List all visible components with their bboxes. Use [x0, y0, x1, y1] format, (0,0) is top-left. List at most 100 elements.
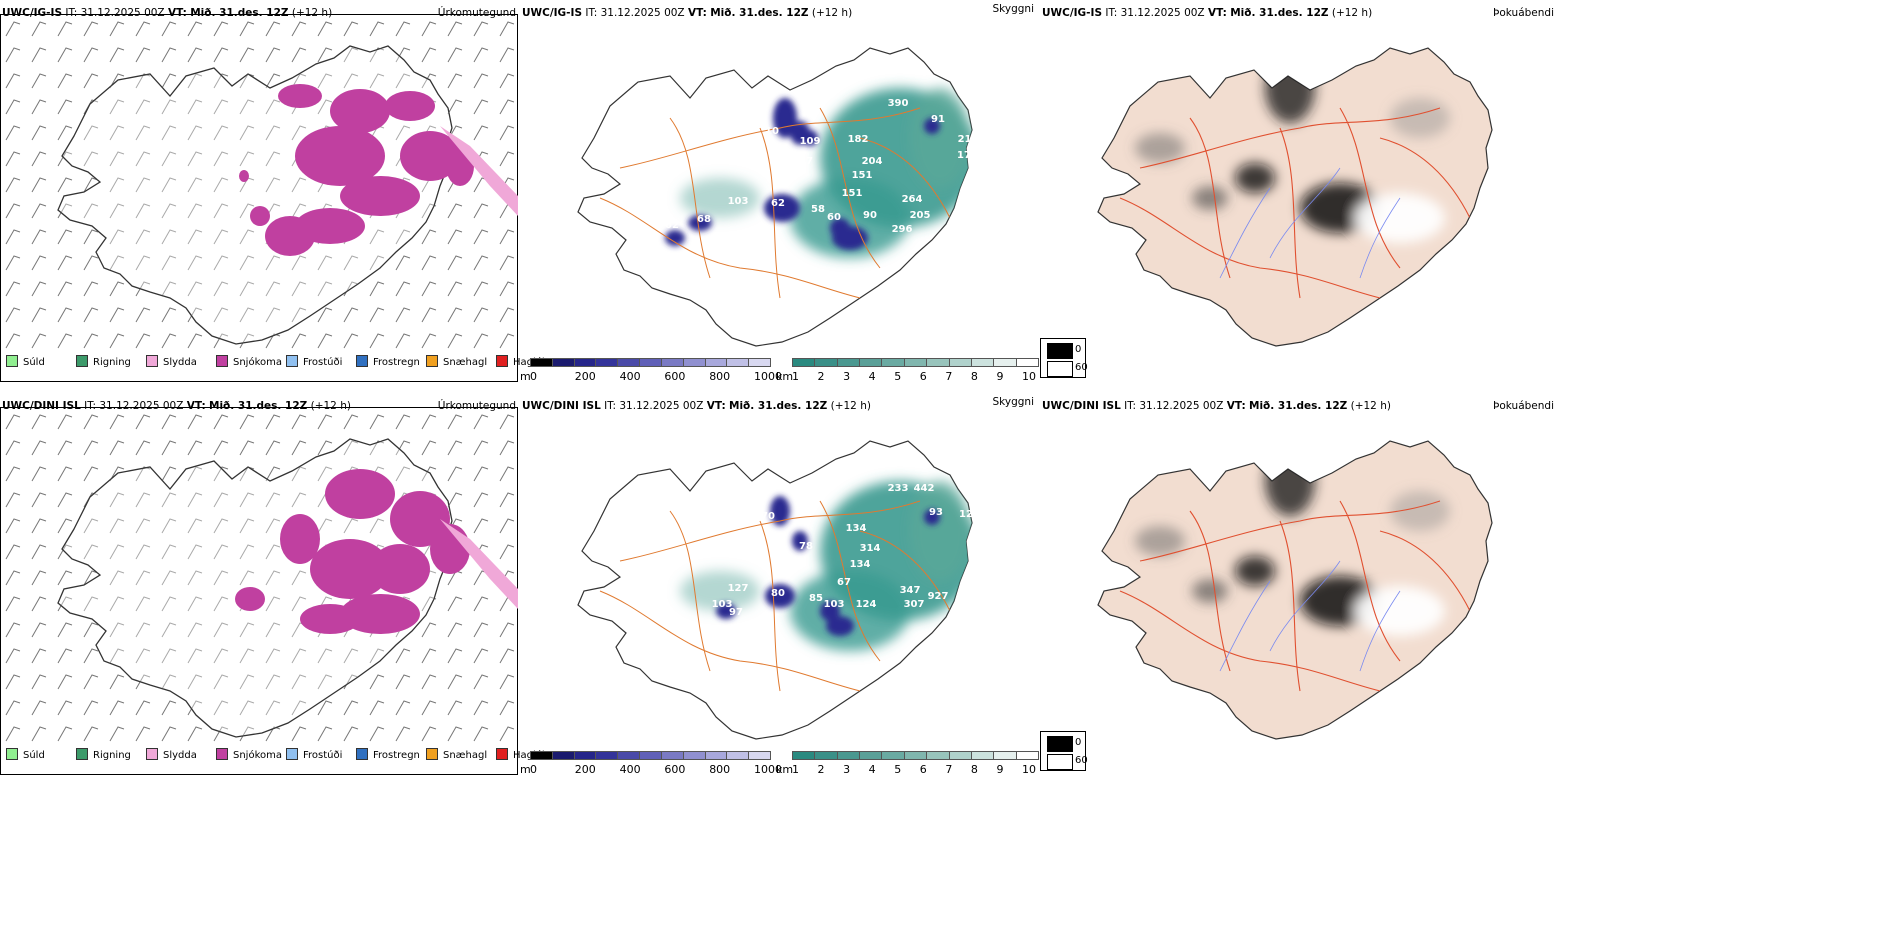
legend-label: Haglél: [513, 357, 545, 368]
init-time: 31.12.2025 00Z: [600, 7, 685, 19]
sleet-area: [440, 126, 518, 216]
colorbar-unit: m: [520, 370, 531, 383]
colorbar-segment: [573, 358, 597, 367]
legend-swatch: [286, 355, 298, 367]
colorbar-tick: 10: [1022, 370, 1036, 383]
panel-header: UWC/DINI ISL IT: 31.12.2025 00Z VT: Mið.…: [520, 393, 1036, 412]
colorbar-unit: m: [520, 763, 531, 776]
colorbar-tick: 6: [919, 370, 927, 383]
cloud-base-value: 314: [860, 543, 881, 554]
panel-title: Skyggni: [992, 396, 1035, 408]
colorbar-tick: 8: [970, 370, 978, 383]
visibility-panel: UWC/DINI ISL IT: 31.12.2025 00Z VT: Mið.…: [520, 393, 1040, 776]
forecast-row: UWC/DINI ISL IT: 31.12.2025 00Z VT: Mið.…: [0, 393, 1900, 783]
low-visibility-area: [680, 88, 972, 258]
lead-time: (+12 h): [830, 400, 871, 412]
colorbar-segment: [970, 358, 995, 367]
colorbar-segment: [573, 751, 597, 760]
colorbar-tick: 0: [530, 370, 537, 383]
visibility-map: 75 390 10 109 182 91 210 67 204 17 151 151 103 62 264 5…: [577, 47, 979, 347]
snow-patch: [340, 594, 420, 634]
colorbar-tick: 3: [843, 763, 851, 776]
fog-indicator-panel: UWC/IG-IS IT: 31.12.2025 00Z VT: Mið. 31…: [1040, 0, 1560, 380]
cloud-base-value: 390: [888, 98, 909, 109]
valid-time: Mið. 31.des. 12Z: [710, 7, 809, 19]
legend-label: Súld: [23, 357, 45, 368]
legend-swatch: [496, 748, 508, 760]
fog-legend: 0 60: [1040, 338, 1088, 378]
precip-type-panel: UWC/IG-IS IT: 31.12.2025 00Z VT: Mið. 31…: [0, 0, 545, 382]
legend-item: Haglél: [496, 355, 545, 370]
precip-type-legend: Súld Rigning Slydda Snjókoma Frostúði Frostre…: [6, 748, 545, 765]
fog-legend-swatch: [1047, 754, 1073, 770]
fog-legend-label: 60: [1075, 362, 1088, 373]
legend-item: Snæhagl: [426, 748, 487, 763]
lead-time: (+12 h): [1331, 7, 1373, 19]
cloud-base-value: 124: [856, 599, 877, 610]
cloud-base-value: 210: [958, 134, 979, 145]
colorbar-segment: [595, 358, 619, 367]
legend-label: Snjókoma: [233, 750, 283, 761]
snow-patch: [265, 216, 315, 256]
colorbar-segment: [682, 751, 706, 760]
cloud-base-value: 927: [928, 591, 949, 602]
low-visibility-area: [680, 481, 972, 651]
panel-header: UWC/IG-IS IT: 31.12.2025 00Z VT: Mið. 31…: [1040, 0, 1556, 19]
cloud-base-value: 67: [799, 156, 813, 167]
cloud-base-value: 10: [765, 126, 779, 137]
legend-label: Frostúði: [303, 357, 343, 368]
valid-time: Mið. 31.des. 12Z: [1249, 400, 1348, 412]
cloud-base-value: 205: [910, 210, 931, 221]
cloud-base-value: 296: [892, 224, 913, 235]
panel-header: UWC/IG-IS IT: 31.12.2025 00Z VT: Mið. 31…: [520, 0, 1036, 19]
legend-item: Súld: [6, 748, 45, 763]
colorbar-segment: [993, 358, 1017, 367]
cloud-base-value: 58: [811, 204, 825, 215]
legend-item: Frostregn: [356, 748, 420, 763]
colorbar-tick: 600: [664, 370, 686, 383]
low-cloud-patch: [665, 230, 685, 246]
cloud-base-value: 67: [837, 577, 851, 588]
colorbar-tick: 3: [843, 370, 851, 383]
low-cloud-patch: [924, 118, 940, 134]
colorbar-tick: 10: [1022, 763, 1036, 776]
visibility-colorbar: km 1 2 3 4 5 6 7 8 9 10: [776, 358, 1039, 383]
snow-patch: [278, 84, 322, 108]
colorbar-tick: 8: [970, 763, 978, 776]
sleet-area: [440, 519, 518, 609]
colorbar-segment: [660, 751, 684, 760]
colorbar-segment: [814, 751, 838, 760]
colorbar-tick: 1: [792, 763, 799, 776]
precip-type-panel: UWC/DINI ISL IT: 31.12.2025 00Z VT: Mið.…: [0, 393, 545, 775]
cloud-base-value: 307: [904, 599, 925, 610]
colorbar-segment: [726, 751, 750, 760]
colorbar-tick: 1: [792, 370, 799, 383]
model-name: UWC/DINI ISL: [522, 400, 601, 412]
legend-label: Snjókoma: [233, 357, 283, 368]
colorbar-segment: [903, 358, 928, 367]
legend-item: Rigning: [76, 355, 131, 370]
road-network: [599, 107, 951, 299]
panel-title: Skyggni: [992, 3, 1035, 15]
precip-map: [0, 16, 518, 356]
colorbar-segment: [881, 358, 905, 367]
cloud-base-value: 97: [729, 607, 743, 618]
snow-patch: [235, 587, 265, 611]
legend-swatch: [426, 355, 438, 367]
cloud-base-value: 103: [712, 599, 733, 610]
low-cloud-patch: [832, 226, 868, 250]
colorbar-segment: [836, 751, 861, 760]
visibility-colorbar: km 1 2 3 4 5 6 7 8 9 10: [776, 751, 1039, 776]
cloud-base-value: 85: [809, 593, 823, 604]
colorbar-tick: 600: [664, 763, 686, 776]
legend-item: Haglél: [496, 748, 545, 763]
colorbar-segment: [551, 751, 575, 760]
legend-swatch: [6, 748, 18, 760]
colorbar-segment: [970, 751, 995, 760]
legend-label: Frostregn: [373, 750, 420, 761]
colorbar-segment: [926, 358, 950, 367]
colorbar-tick: 5: [894, 370, 902, 383]
cloud-base-value: 134: [846, 523, 867, 534]
legend-swatch: [356, 748, 368, 760]
